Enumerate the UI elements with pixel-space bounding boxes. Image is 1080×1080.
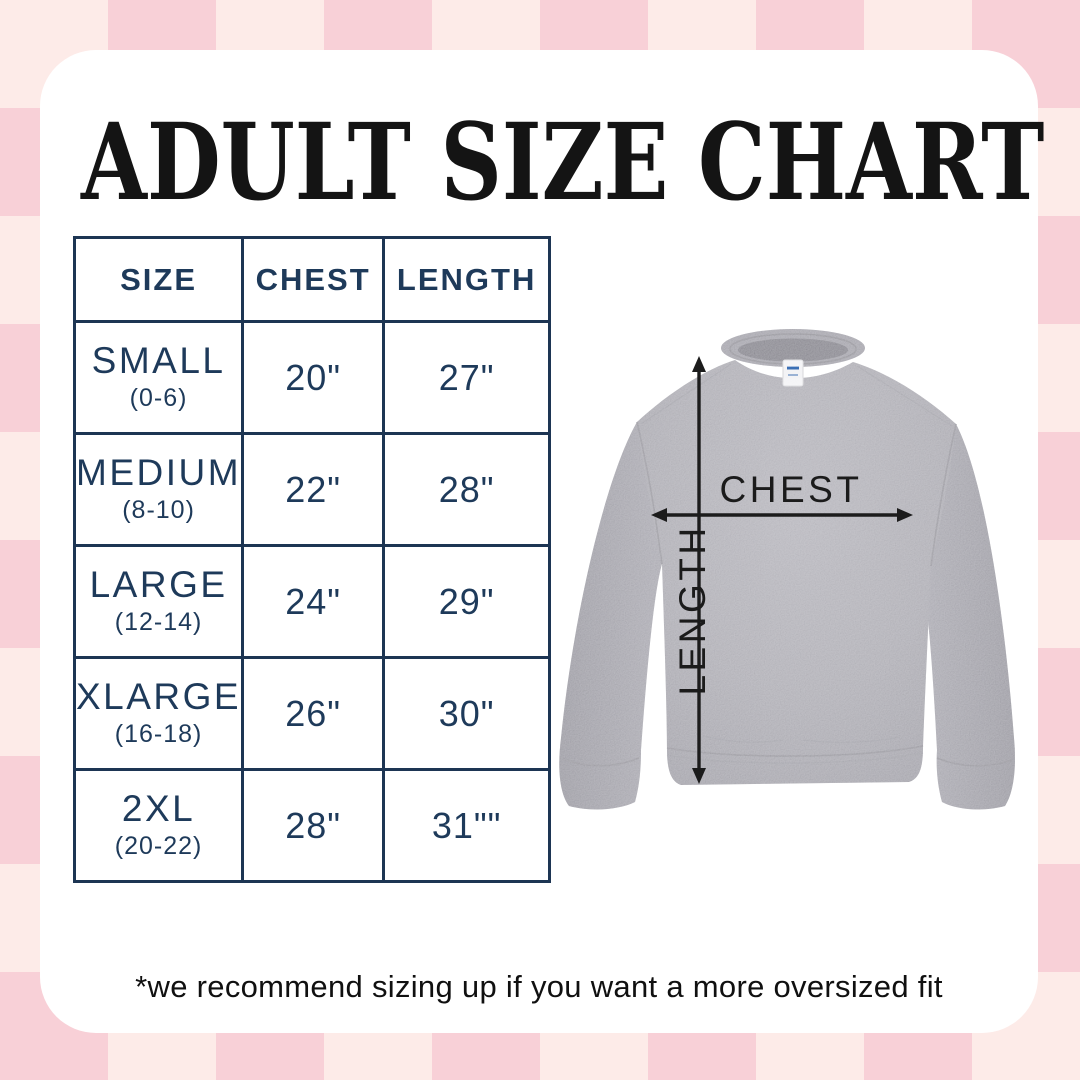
- sweatshirt-image: CHEST LENGTH: [559, 329, 1015, 810]
- table-row-xlarge: XLARGE (16-18) 26" 30": [72, 656, 552, 771]
- chest-value: 22": [241, 432, 386, 547]
- length-label: LENGTH: [672, 524, 713, 695]
- size-cell: SMALL (0-6): [72, 320, 245, 435]
- size-name: XLARGE: [76, 676, 242, 718]
- chest-value: 20": [241, 320, 386, 435]
- header-cell-chest: CHEST: [241, 236, 386, 323]
- size-range: (0-6): [129, 383, 188, 412]
- chest-value: 26": [241, 656, 386, 771]
- table-row-large: LARGE (12-14) 24" 29": [72, 544, 552, 659]
- length-value: 28": [382, 432, 552, 547]
- size-chart-table: SIZE CHEST LENGTH SMALL (0-6) 20" 27" ME…: [72, 236, 552, 883]
- chest-arrow: [651, 508, 913, 522]
- table-row-small: SMALL (0-6) 20" 27": [72, 320, 552, 435]
- table-row-medium: MEDIUM (8-10) 22" 28": [72, 432, 552, 547]
- length-arrow: [692, 356, 706, 784]
- length-value: 31"": [382, 768, 552, 883]
- page-title: ADULT SIZE CHART: [81, 99, 1045, 225]
- chest-label: CHEST: [720, 469, 863, 510]
- length-value: 30": [382, 656, 552, 771]
- size-range: (8-10): [122, 495, 195, 524]
- length-value: 29": [382, 544, 552, 659]
- chest-value: 24": [241, 544, 386, 659]
- chest-value: 28": [241, 768, 386, 883]
- size-name: SMALL: [91, 340, 226, 382]
- sizing-note: *we recommend sizing up if you want a mo…: [135, 969, 943, 1004]
- size-name: LARGE: [89, 564, 228, 606]
- size-cell: XLARGE (16-18): [72, 656, 245, 771]
- length-value: 27": [382, 320, 552, 435]
- header-row: SIZE CHEST LENGTH: [72, 236, 552, 323]
- heather-texture: [559, 329, 1015, 810]
- size-range: (16-18): [114, 719, 203, 748]
- col-header-chest: CHEST: [255, 261, 371, 297]
- size-range: (20-22): [114, 831, 203, 860]
- col-header-size: SIZE: [120, 261, 198, 297]
- size-cell: MEDIUM (8-10): [72, 432, 245, 547]
- header-cell-length: LENGTH: [382, 236, 552, 323]
- col-header-length: LENGTH: [396, 261, 537, 297]
- size-range: (12-14): [114, 607, 203, 636]
- header-cell-size: SIZE: [72, 236, 245, 323]
- size-name: MEDIUM: [76, 452, 242, 494]
- table-row-2xl: 2XL (20-22) 28" 31"": [72, 768, 552, 883]
- size-cell: 2XL (20-22): [72, 768, 245, 883]
- size-name: 2XL: [121, 788, 196, 830]
- size-cell: LARGE (12-14): [72, 544, 245, 659]
